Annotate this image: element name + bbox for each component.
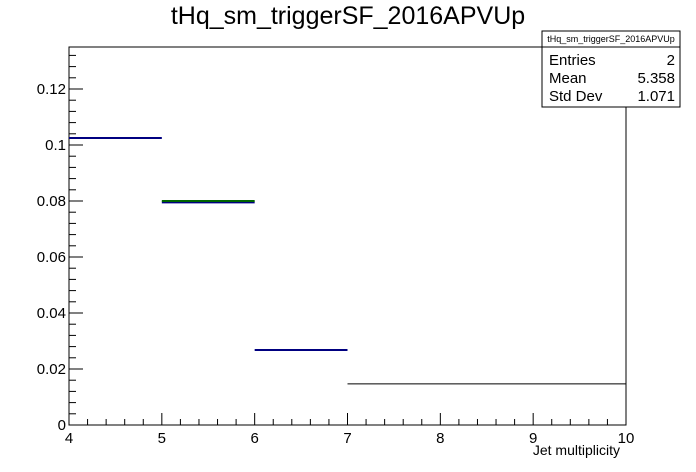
stats-box: tHq_sm_triggerSF_2016APVUp Entries 2 Mea… xyxy=(541,30,681,108)
stats-mean-value: 5.358 xyxy=(637,70,675,87)
x-axis: 4 5 6 7 8 9 10 xyxy=(65,413,635,447)
stats-entries-label: Entries xyxy=(549,52,596,69)
y-axis: 0 0.02 0.04 0.06 0.08 0.1 0.12 xyxy=(37,54,83,434)
histogram-bins xyxy=(69,137,626,385)
chart-title: tHq_sm_triggerSF_2016APVUp xyxy=(171,2,525,30)
y-tick-label: 0.12 xyxy=(37,81,66,98)
x-tick-label: 6 xyxy=(250,430,258,447)
stats-stddev-label: Std Dev xyxy=(549,88,603,105)
x-tick-label: 5 xyxy=(158,430,166,447)
x-tick-label: 10 xyxy=(618,430,635,447)
y-tick-label: 0.06 xyxy=(37,249,66,266)
y-tick-label: 0.1 xyxy=(45,137,66,154)
stats-stddev-value: 1.071 xyxy=(637,88,675,105)
x-tick-label: 8 xyxy=(436,430,444,447)
x-tick-label: 7 xyxy=(343,430,351,447)
y-tick-label: 0.08 xyxy=(37,193,66,210)
x-tick-label: 4 xyxy=(65,430,73,447)
x-axis-title: Jet multiplicity xyxy=(533,442,620,458)
y-tick-label: 0.04 xyxy=(37,305,66,322)
stats-box-title: tHq_sm_triggerSF_2016APVUp xyxy=(547,34,675,44)
stats-entries-value: 2 xyxy=(667,52,675,69)
y-tick-label: 0.02 xyxy=(37,361,66,378)
x-tick-label: 9 xyxy=(529,430,537,447)
stats-mean-label: Mean xyxy=(549,70,587,87)
y-tick-label: 0 xyxy=(58,417,66,434)
